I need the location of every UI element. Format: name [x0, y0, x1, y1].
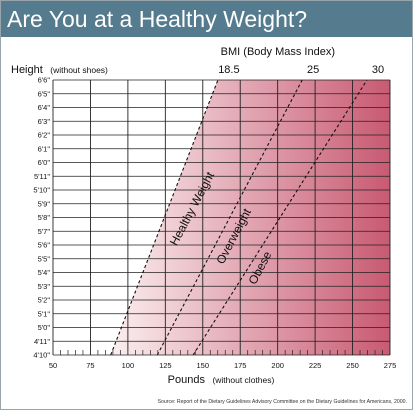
height-tick-label: 6'4"	[38, 103, 51, 112]
bmi-value-label: 30	[372, 64, 384, 76]
bmi-lines	[110, 80, 368, 355]
height-tick-label: 5'9"	[38, 199, 51, 208]
weight-tick-label: 150	[197, 361, 210, 370]
title-bar: Are You at a Healthy Weight?	[1, 1, 412, 37]
height-tick-label: 5'5"	[38, 254, 51, 263]
height-tick-label: 5'11"	[34, 172, 50, 181]
y-axis-title: Height (without shoes)	[11, 60, 108, 77]
weight-gridlines	[52, 80, 391, 355]
height-gridlines	[53, 79, 390, 356]
y-axis-note: (without shoes)	[50, 65, 108, 75]
weight-tick-labels: 50 75 100 125 150 175 200 225 250 275	[49, 361, 396, 370]
bmi-line	[192, 80, 368, 355]
height-tick-label: 5'7"	[38, 227, 51, 236]
weight-tick-label: 250	[346, 361, 359, 370]
height-tick-label: 4'11"	[34, 337, 50, 346]
height-tick-label: 6'2"	[38, 131, 51, 140]
bmi-value-label: 18.5	[218, 64, 239, 76]
height-tick-labels: 4'10" 4'11" 5'0" 5'1" 5'2" 5'3" 5'4" 5'5" 5'6" 5'…	[33, 76, 50, 360]
x-axis-label: Pounds	[168, 374, 206, 386]
height-tick-label: 5'6"	[38, 241, 51, 250]
height-tick-label: 5'4"	[38, 268, 51, 277]
weight-minor-ticks	[60, 350, 383, 355]
height-tick-label: 6'6"	[38, 76, 51, 85]
height-tick-label: 5'1"	[38, 309, 51, 318]
chart-title: Are You at a Healthy Weight?	[7, 6, 308, 32]
bmi-value-labels: 18.5 25 30	[218, 64, 384, 76]
height-tick-label: 6'3"	[38, 117, 51, 126]
bmi-axis-title: BMI (Body Mass Index)	[221, 46, 335, 58]
height-tick-label: 5'2"	[38, 296, 51, 305]
height-tick-label: 5'8"	[38, 213, 51, 222]
bmi-value-label: 25	[307, 64, 319, 76]
height-tick-label: 6'5"	[38, 89, 51, 98]
source-note: Source: Report of the Dietary Guidelines…	[158, 399, 407, 405]
weight-tick-label: 200	[271, 361, 284, 370]
x-axis-title: Pounds (without clothes)	[168, 370, 275, 387]
weight-tick-label: 50	[49, 361, 57, 370]
weight-tick-label: 75	[86, 361, 94, 370]
height-tick-label: 5'3"	[38, 282, 51, 291]
bmi-line	[156, 80, 303, 355]
weight-tick-label: 225	[309, 361, 322, 370]
weight-tick-label: 175	[234, 361, 247, 370]
x-axis-note: (without clothes)	[212, 375, 274, 385]
height-tick-label: 4'10"	[33, 351, 50, 360]
weight-tick-label: 275	[384, 361, 397, 370]
height-tick-label: 6'1"	[38, 144, 51, 153]
height-tick-label: 5'10"	[33, 186, 50, 195]
weight-tick-label: 125	[159, 361, 172, 370]
weight-tick-label: 100	[122, 361, 135, 370]
height-tick-label: 6'0"	[38, 158, 51, 167]
y-axis-label: Height	[11, 64, 43, 76]
height-tick-label: 5'0"	[38, 323, 51, 332]
